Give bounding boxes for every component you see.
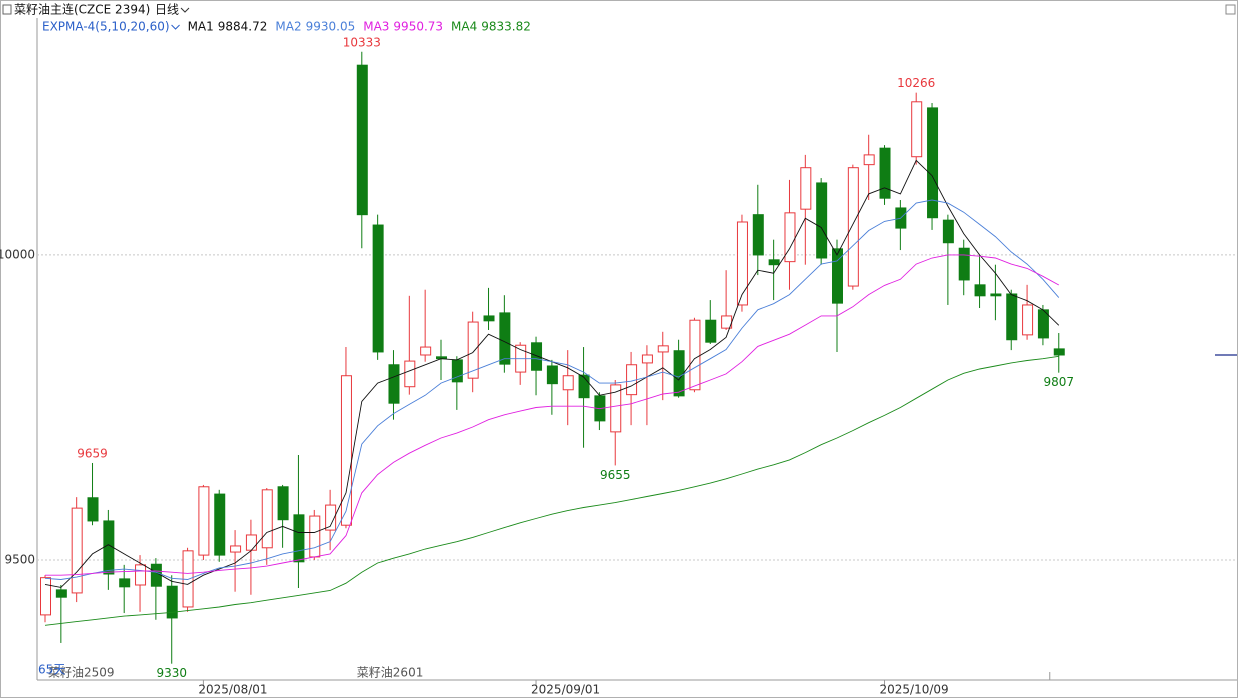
candle-body [546, 365, 558, 385]
indicator-chevron[interactable] [171, 24, 180, 30]
candle-body [752, 214, 764, 256]
candle-body [40, 577, 51, 616]
candle-body [689, 319, 701, 391]
candle-body [372, 224, 384, 353]
high-label: 10266 [897, 76, 935, 90]
chart-title: 菜籽油主连(CZCE 2394) [14, 2, 150, 17]
candle-body [531, 342, 543, 371]
candle-body [768, 259, 780, 266]
low-label: 9807 [1043, 375, 1074, 389]
candle-body [277, 486, 289, 521]
candle-body [166, 585, 178, 619]
period[interactable]: 日线 [155, 3, 179, 17]
low-label: 9655 [600, 468, 631, 482]
ma-line [44, 355, 1059, 626]
candle-body [974, 284, 986, 297]
x-tick-label: 2025/10/09 [880, 683, 949, 697]
candle-body [610, 384, 622, 433]
candle-body [309, 515, 321, 558]
candle-body [736, 221, 748, 306]
candle-body [135, 564, 147, 586]
candle-body [388, 364, 400, 404]
legend-name: MA4 [451, 20, 477, 34]
candle-body [863, 154, 875, 166]
x-tick-label: 2025/09/01 [531, 683, 600, 697]
high-label: 10333 [343, 35, 381, 49]
candle-body [87, 497, 99, 522]
low-label: 9330 [156, 666, 187, 680]
candle-body [1006, 293, 1018, 341]
candle-body [340, 375, 352, 526]
candle-body [198, 486, 210, 556]
legend-name: MA1 [188, 20, 214, 34]
candle-body [911, 101, 923, 158]
candle-body [214, 493, 226, 556]
candle-body [1053, 348, 1065, 356]
candle-body [467, 321, 479, 379]
candle-body [71, 507, 83, 594]
legend-value: 9950.73 [393, 20, 443, 34]
candle-body [832, 248, 843, 304]
y-tick-label: 10000 [0, 247, 35, 261]
candle-body [483, 315, 495, 322]
period-label: 65天 [38, 663, 65, 677]
candle-body [942, 219, 954, 244]
corner-icon[interactable] [1225, 4, 1236, 15]
candle-body [245, 534, 257, 551]
contract-label: 菜籽油2509 [48, 666, 115, 680]
candle-body [261, 489, 273, 549]
candle-body [673, 350, 685, 397]
ma-line [45, 254, 1060, 576]
title-icon [2, 4, 12, 15]
candle-body [657, 345, 669, 353]
candle-body [55, 589, 67, 598]
candle-body [356, 64, 368, 216]
candle-body [499, 312, 511, 365]
candle-body [404, 360, 416, 388]
x-tick-label: 2025/08/01 [198, 683, 267, 697]
legend-value: 9884.72 [218, 20, 268, 34]
legend-value: 9930.05 [306, 20, 356, 34]
indicator-label[interactable]: EXPMA-4(5,10,20,60) [42, 20, 170, 34]
candle-body [784, 212, 796, 263]
candle-body [1022, 304, 1034, 336]
candle-body [578, 374, 590, 399]
candle-body [325, 504, 337, 531]
candle-body [420, 346, 432, 356]
legend-name: MA3 [363, 20, 389, 34]
candle-body [562, 375, 574, 391]
candle-body [927, 107, 939, 219]
candle-body [705, 319, 717, 343]
high-label: 9659 [77, 446, 108, 460]
candle-body [230, 545, 242, 553]
candle-body [119, 578, 131, 588]
candle-body [879, 147, 891, 199]
legend-value: 9833.82 [481, 20, 531, 34]
candle-body [641, 354, 653, 364]
candle-body [990, 293, 1002, 297]
candle-body [847, 167, 859, 287]
candle-body [150, 563, 162, 587]
ma-line [44, 199, 1060, 580]
candle-body [958, 247, 970, 281]
legend-name: MA2 [275, 20, 301, 34]
candle-body [800, 167, 812, 210]
y-tick-label: 9500 [4, 552, 35, 566]
candle-body [293, 514, 305, 563]
contract-label: 菜籽油2601 [357, 666, 424, 680]
candle-body [816, 182, 828, 259]
period-chevron[interactable] [180, 7, 190, 13]
